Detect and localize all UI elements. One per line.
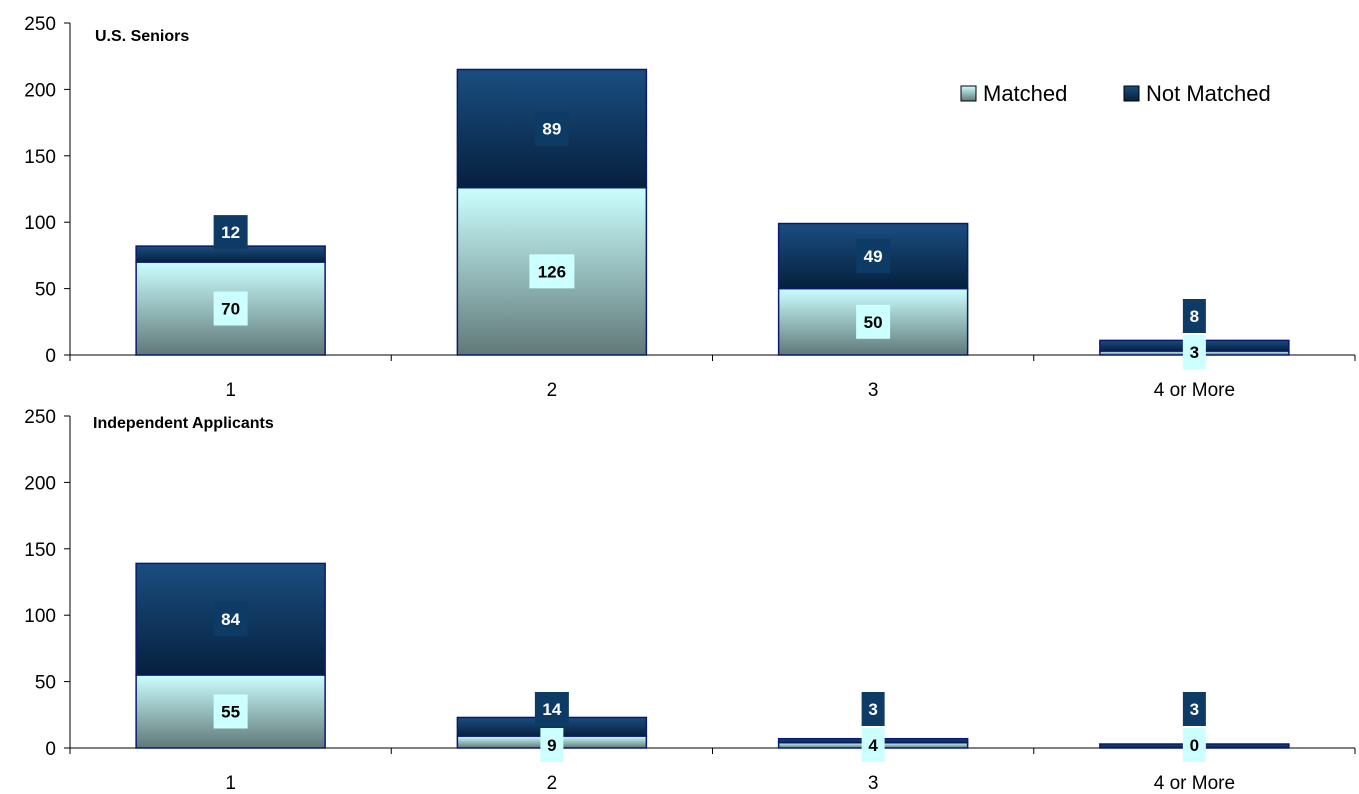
data-label-matched-3-bg [861,728,885,762]
y-tick-label: 0 [45,739,56,760]
x-category-label: 2 [547,773,558,794]
chart-title: U.S. Seniors [95,28,189,45]
y-tick-label: 250 [24,14,56,35]
y-tick-label: 50 [35,280,56,301]
data-label-matched-1-bg [213,291,248,326]
y-tick-label: 200 [24,473,56,494]
data-label-matched-1-bg [213,694,248,729]
data-label-matched-4-or-more: 0 [1190,736,1199,755]
x-category-label: 3 [868,773,879,794]
data-label-not-matched-3: 49 [864,247,883,266]
y-tick-label: 150 [24,147,56,168]
data-label-not-matched-1-bg [213,215,248,250]
legend-label-matched: Matched [983,81,1067,106]
legend: Matched Not Matched [960,81,1271,106]
x-category-label: 4 or More [1154,773,1235,794]
x-category-label: 1 [225,773,236,794]
data-label-not-matched-1-bg [213,602,248,637]
data-label-matched-3: 4 [868,736,878,755]
data-label-not-matched-4-or-more: 3 [1190,700,1199,719]
data-label-matched-4-or-more-bg [1182,335,1206,369]
x-category-label: 4 or More [1154,380,1235,401]
data-label-matched-4-or-more-bg [1182,728,1206,762]
data-label-matched-2: 126 [538,262,566,281]
data-label-not-matched-4-or-more-bg [1182,692,1206,726]
data-label-matched-2-bg [529,254,575,289]
data-label-not-matched-2: 89 [542,120,561,139]
data-label-not-matched-1: 12 [221,223,240,242]
y-tick-label: 250 [24,407,56,428]
legend-swatch-matched [960,85,977,102]
legend-swatch-not-matched [1123,85,1140,102]
data-label-matched-4-or-more: 3 [1190,343,1199,362]
y-tick-label: 150 [24,540,56,561]
data-label-not-matched-2: 14 [542,700,561,719]
data-label-not-matched-3-bg [856,239,891,274]
y-tick-label: 0 [45,346,56,367]
data-label-not-matched-2-bg [534,111,569,146]
x-category-label: 1 [225,380,236,401]
y-tick-label: 100 [24,213,56,234]
chart-panel-independent-applicants: 0 50 100 150 200 250 Independent Applicants 1 55… [24,407,1356,794]
data-label-not-matched-4-or-more-bg [1182,299,1206,333]
y-tick-label: 100 [24,606,56,627]
data-label-not-matched-3-bg [861,692,885,726]
chart-title: Independent Applicants [93,415,274,432]
x-category-label: 3 [868,380,879,401]
legend-label-not-matched: Not Matched [1146,81,1271,106]
data-label-matched-3: 50 [864,313,883,332]
data-label-not-matched-1: 84 [221,610,240,629]
data-label-matched-3-bg [856,304,891,339]
data-label-matched-2: 9 [547,736,556,755]
y-tick-label: 50 [35,673,56,694]
data-label-not-matched-3: 3 [868,700,877,719]
data-label-not-matched-4-or-more: 8 [1190,307,1199,326]
x-category-label: 2 [547,380,558,401]
data-label-not-matched-2-bg [534,692,569,726]
bar-matched-2 [456,186,648,356]
data-label-matched-2-bg [540,728,564,762]
data-label-matched-1: 55 [221,702,240,721]
data-label-matched-1: 70 [221,300,240,319]
y-tick-label: 200 [24,80,56,101]
chart-panel-u-s-seniors: 0 50 100 150 200 250 U.S. Seniors 1 70 12 2 126 89 3 5… [24,14,1356,401]
